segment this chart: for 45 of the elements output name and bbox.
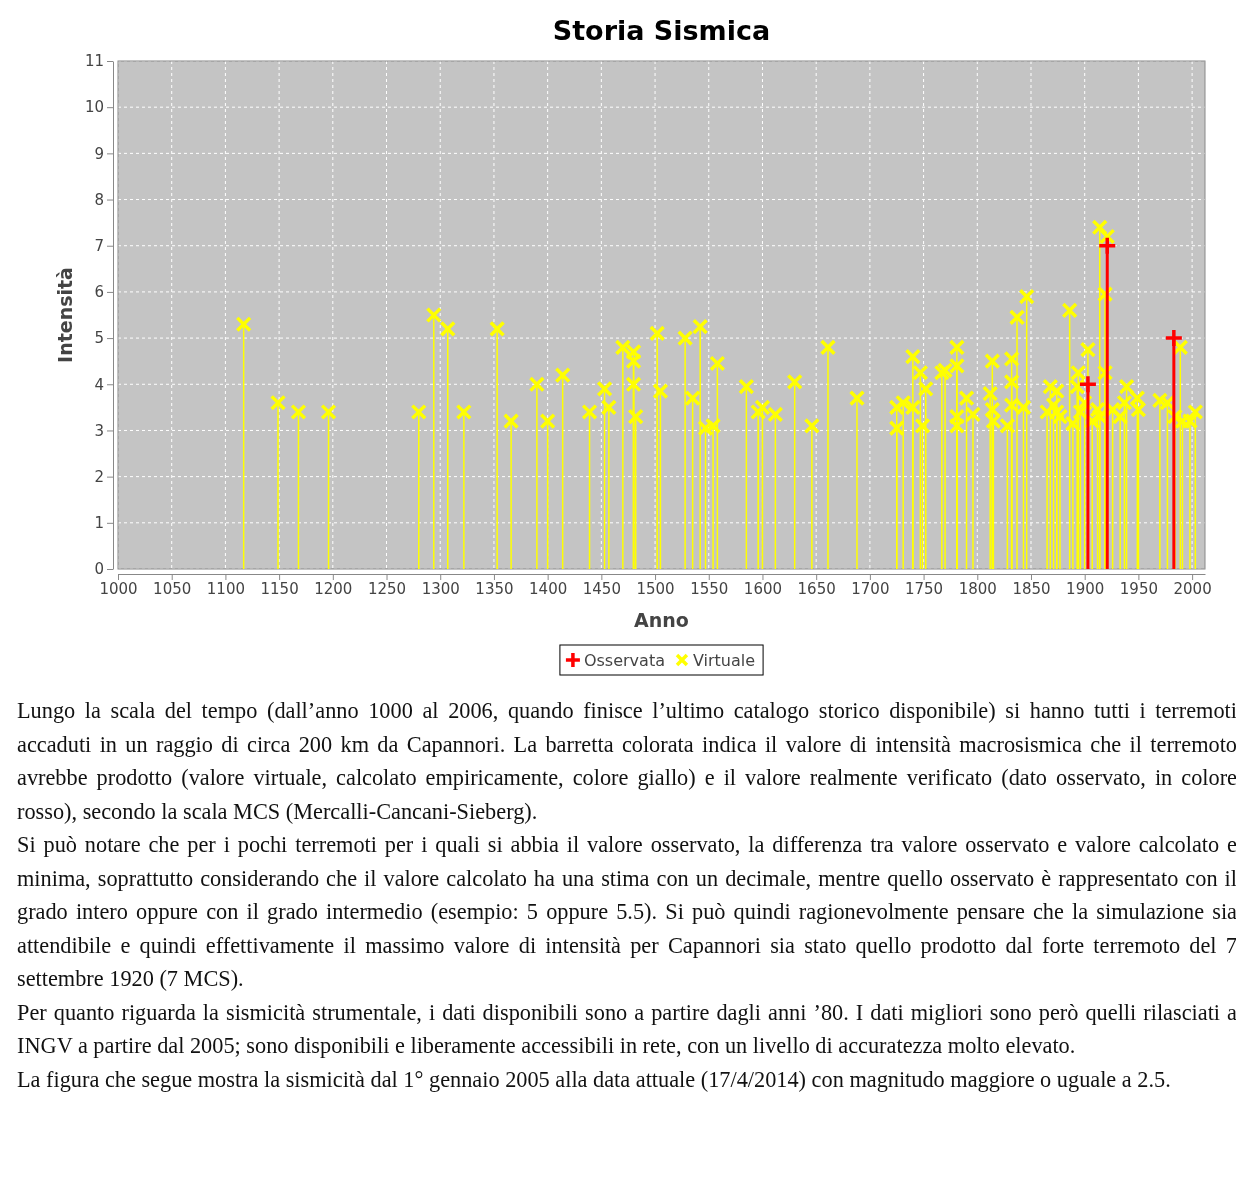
y-tick-label: 9	[94, 144, 104, 163]
text: La figura che segue mostra la sismicità dal 1° gennaio 2005 alla data attuale (17/4/2014) con magnitudo maggiore o uguale a 2.5.	[17, 1065, 1172, 1094]
point	[1078, 374, 1098, 395]
y-tick-label: 2	[94, 467, 104, 486]
y-tick-label: 1	[94, 514, 104, 533]
x-tick-label: 1200	[314, 579, 353, 598]
x-tick-label: 1100	[206, 579, 245, 598]
x-tick-label: 1300	[421, 579, 460, 598]
x-tick-label: 1900	[1066, 579, 1105, 598]
x-tick-label: 1850	[1012, 579, 1051, 598]
y-tick-label: 10	[84, 98, 104, 117]
x-tick-label: 1550	[690, 579, 729, 598]
y-tick-label: 3	[94, 421, 104, 440]
x-tick-label: 1800	[958, 579, 997, 598]
x-tick-label: 1350	[475, 579, 514, 598]
x-tick-label: 1650	[797, 579, 836, 598]
x-tick-label: 1250	[367, 579, 407, 598]
x-tick-label: 1450	[582, 579, 621, 598]
x-axis-title: Anno	[634, 609, 689, 631]
x-tick-label: 1000	[99, 579, 138, 598]
x-tick-label: 1150	[260, 579, 299, 598]
x-tick-label: 1750	[904, 579, 944, 598]
y-tick-label: 5	[94, 329, 104, 348]
y-tick-label: 7	[94, 237, 104, 256]
x-tick-label: 2000	[1173, 579, 1212, 598]
y-tick-label: 0	[94, 560, 104, 579]
point	[1164, 328, 1184, 348]
x-tick-label: 1700	[851, 579, 890, 598]
x-tick-label: 1950	[1119, 579, 1158, 598]
point	[1097, 235, 1118, 256]
x-tick-label: 1400	[529, 579, 568, 598]
chart-title: Storia Sismica	[552, 15, 771, 46]
y-tick-label: 8	[94, 190, 104, 209]
y-axis-title: Intensità	[54, 267, 76, 363]
x-tick-label: 1500	[636, 579, 675, 598]
legend-label: Virtuale	[692, 651, 756, 670]
text: Si può notare che per i pochi terremoti per i quali si abbia il valore osservato, la differenza tra valore osservato e valore calcolato e minima, soprattutto considerando che il valore calcolato ha una stima con un decimale, mentre quello osservato è rappresentato con il grado intero oppure con il grado intermedio (esempio: 5 oppure 5.5). Si può quindi ragionevolmente pensare che la simulazione sia attendibile e quindi effettivamente il massimo valore di intensità per Capannori sia stato quello prodotto dal forte terremoto del 7 settembre 1920 (7 MCS).	[17, 831, 1236, 993]
y-tick-label: 4	[94, 375, 104, 394]
text: Lungo la scala del tempo (dall’anno 1000 al 2006, quando finisce l’ultimo catalogo storico disponibile) si hanno tutti i terremoti accaduti in un raggio di circa 200 km da Capannori. La barretta colorata indica il valore di intensità macrosismica che il terremoto avrebbe prodotto (valore virtuale, calcolato empiricamente, colore giallo) e il valore realmente verificato (dato osservato, in colore rosso), secondo la scala MCS (Mercalli-Cancani-Sieberg).	[17, 697, 1236, 826]
text: Per quanto riguarda la sismicità strumentale, i dati disponibili sono a partire dagli anni ’80. I dati migliori sono però quelli rilasciati a INGV a partire dal 2005; sono disponibili e liberamente accessibili in rete, con un livello di accuratezza molto elevato.	[17, 998, 1236, 1060]
x-tick-label: 1600	[743, 579, 783, 598]
y-tick-label: 6	[94, 283, 104, 302]
legend-label: Osservata	[583, 651, 665, 670]
y-tick-label: 11	[84, 52, 104, 71]
x-tick-label: 1050	[153, 579, 192, 598]
